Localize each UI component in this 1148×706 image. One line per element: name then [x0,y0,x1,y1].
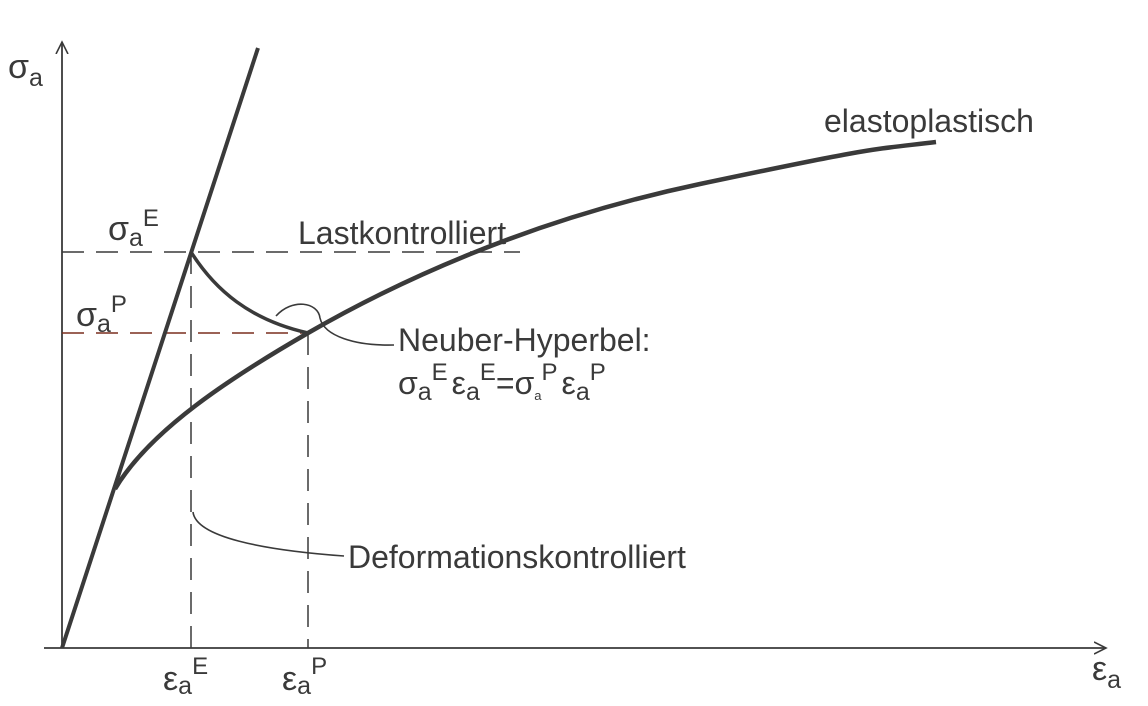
neuber-title: Neuber-Hyperbel: [398,322,651,358]
neuber-formula: σaE εaE=σaP εaP [398,359,606,406]
x-axis-label: εa [1092,650,1121,694]
neuber-leader [275,303,395,346]
elastoplastic-label: elastoplastisch [824,103,1034,139]
load-controlled-label: Lastkontrolliert [298,215,506,251]
y-axis-label: σa [8,48,43,92]
neuber-hyperbola [189,251,309,335]
sigma-p-label: σaP [76,291,127,338]
elastic-line [60,47,260,649]
eps-e-label: εaE [163,653,208,700]
eps-p-label: εaP [282,653,327,700]
sigma-e-label: σaE [108,205,159,252]
deformation-leader [192,511,345,557]
elastoplastic-curve [113,139,937,491]
deformation-controlled-label: Deformationskontrolliert [348,539,686,575]
